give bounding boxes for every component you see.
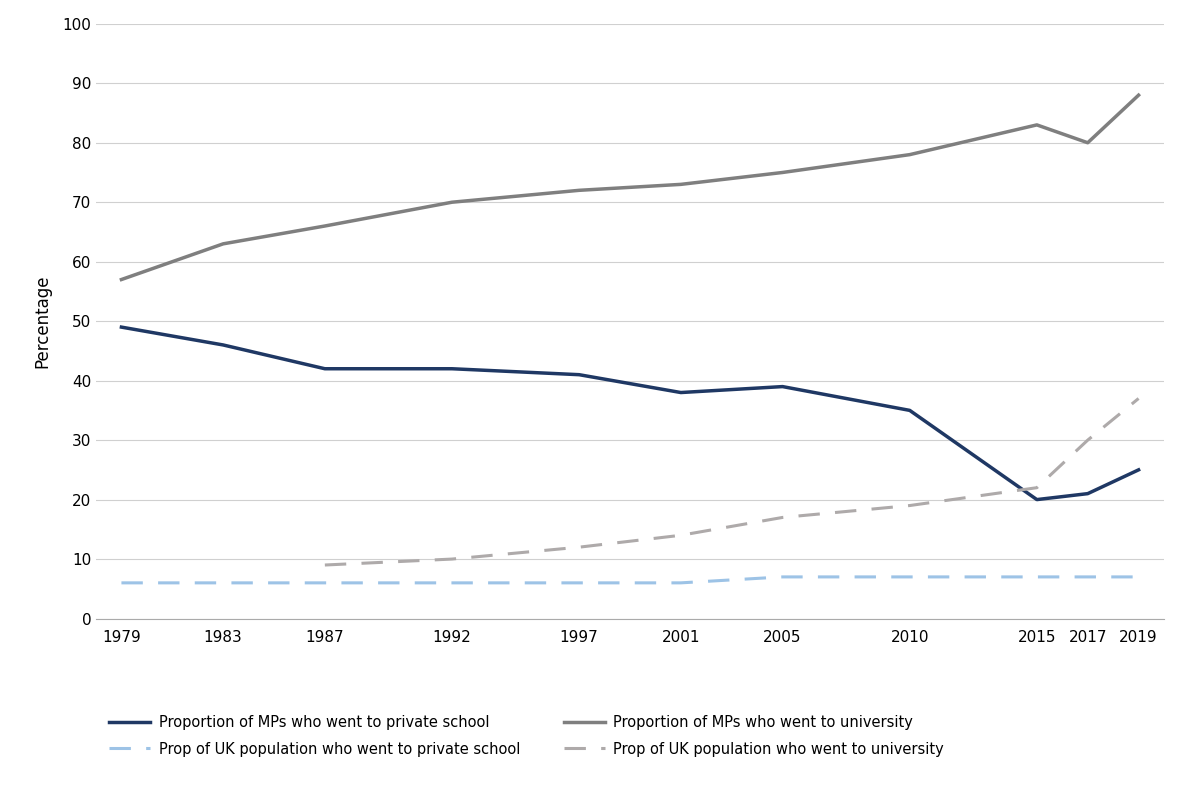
Prop of UK population who went to university [572, 542, 587, 552]
Proportion of MPs who went to private school [216, 340, 230, 350]
Prop of UK population who went to university [1030, 483, 1044, 492]
Prop of UK population who went to private school [902, 573, 917, 582]
Line: Proportion of MPs who went to private school: Proportion of MPs who went to private sc… [121, 327, 1139, 500]
Line: Prop of UK population who went to university: Prop of UK population who went to univer… [325, 398, 1139, 565]
Proportion of MPs who went to private school [902, 406, 917, 416]
Proportion of MPs who went to private school [1132, 465, 1146, 474]
Proportion of MPs who went to private school [1030, 495, 1044, 504]
Proportion of MPs who went to private school [673, 388, 688, 397]
Prop of UK population who went to private school [114, 578, 128, 588]
Prop of UK population who went to university [1080, 435, 1094, 445]
Proportion of MPs who went to university [673, 180, 688, 190]
Prop of UK population who went to private school [1132, 573, 1146, 582]
Prop of UK population who went to university [1132, 394, 1146, 403]
Proportion of MPs who went to university [318, 221, 332, 231]
Proportion of MPs who went to university [445, 197, 460, 207]
Proportion of MPs who went to private school [318, 364, 332, 374]
Prop of UK population who went to private school [216, 578, 230, 588]
Prop of UK population who went to university [902, 501, 917, 511]
Line: Prop of UK population who went to private school: Prop of UK population who went to privat… [121, 577, 1139, 583]
Prop of UK population who went to private school [775, 573, 790, 582]
Line: Proportion of MPs who went to university: Proportion of MPs who went to university [121, 95, 1139, 280]
Legend: Proportion of MPs who went to private school, Prop of UK population who went to : Proportion of MPs who went to private sc… [103, 709, 950, 762]
Y-axis label: Percentage: Percentage [34, 274, 52, 368]
Proportion of MPs who went to university [1030, 121, 1044, 130]
Prop of UK population who went to private school [673, 578, 688, 588]
Prop of UK population who went to private school [1030, 573, 1044, 582]
Prop of UK population who went to university [673, 531, 688, 540]
Proportion of MPs who went to university [1080, 138, 1094, 147]
Prop of UK population who went to private school [445, 578, 460, 588]
Proportion of MPs who went to university [114, 275, 128, 285]
Proportion of MPs who went to private school [445, 364, 460, 374]
Proportion of MPs who went to university [572, 186, 587, 195]
Proportion of MPs who went to private school [1080, 488, 1094, 499]
Proportion of MPs who went to private school [572, 370, 587, 380]
Proportion of MPs who went to university [902, 150, 917, 159]
Proportion of MPs who went to private school [775, 382, 790, 392]
Prop of UK population who went to private school [572, 578, 587, 588]
Proportion of MPs who went to private school [114, 322, 128, 331]
Proportion of MPs who went to university [775, 167, 790, 177]
Prop of UK population who went to private school [318, 578, 332, 588]
Prop of UK population who went to private school [1080, 573, 1094, 582]
Proportion of MPs who went to university [216, 239, 230, 249]
Prop of UK population who went to university [775, 513, 790, 523]
Proportion of MPs who went to university [1132, 90, 1146, 100]
Prop of UK population who went to university [318, 560, 332, 569]
Prop of UK population who went to university [445, 554, 460, 564]
